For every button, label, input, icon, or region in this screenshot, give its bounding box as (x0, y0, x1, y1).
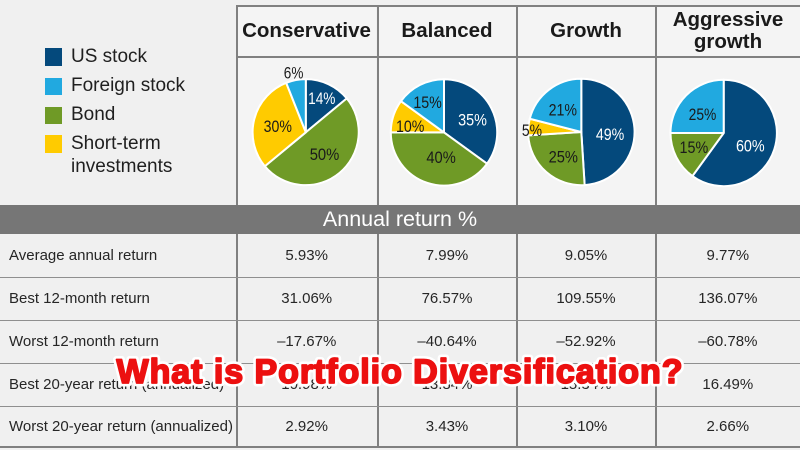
svg-text:10%: 10% (396, 118, 424, 136)
svg-text:5%: 5% (522, 122, 542, 140)
svg-text:What is Portfolio Diversificat: What is Portfolio Diversification? (117, 353, 684, 391)
svg-text:6%: 6% (284, 65, 304, 83)
svg-text:What is Portfolio Diversificat: What is Portfolio Diversification? (117, 353, 684, 391)
svg-text:25%: 25% (549, 148, 578, 166)
svg-text:15%: 15% (413, 94, 442, 112)
svg-text:40%: 40% (426, 149, 455, 167)
svg-text:30%: 30% (264, 118, 292, 136)
svg-text:15%: 15% (680, 139, 709, 157)
svg-text:21%: 21% (549, 102, 577, 120)
svg-text:50%: 50% (310, 146, 340, 164)
svg-text:14%: 14% (308, 90, 335, 108)
svg-text:49%: 49% (596, 126, 624, 144)
svg-text:60%: 60% (736, 138, 765, 156)
svg-text:25%: 25% (689, 106, 717, 124)
svg-text:35%: 35% (458, 112, 487, 130)
